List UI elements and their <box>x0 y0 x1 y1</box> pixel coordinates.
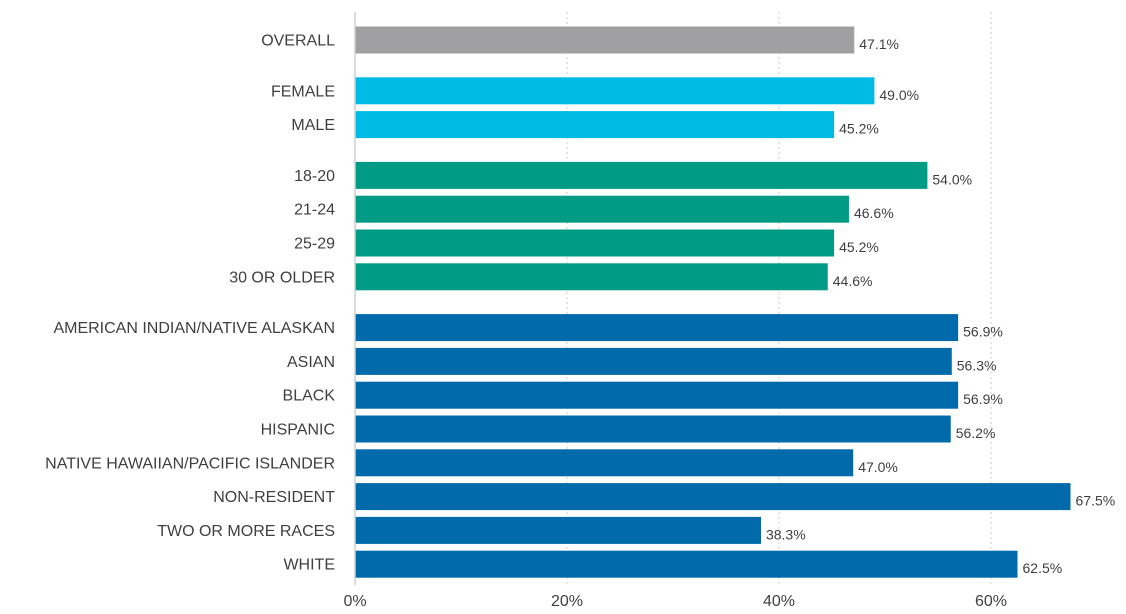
category-label: 30 OR OLDER <box>229 269 335 286</box>
bar <box>355 449 854 477</box>
data-label: 46.6% <box>854 205 894 221</box>
data-label: 47.0% <box>858 459 898 475</box>
category-label: 21-24 <box>294 202 335 219</box>
category-label: NATIVE HAWAIIAN/PACIFIC ISLANDER <box>45 455 335 472</box>
bar <box>355 483 1071 511</box>
category-label: OVERALL <box>261 33 335 50</box>
category-label: HISPANIC <box>261 422 335 439</box>
category-label: TWO OR MORE RACES <box>157 523 335 540</box>
data-label: 47.1% <box>859 36 899 52</box>
bar <box>355 263 828 291</box>
bar <box>355 415 951 443</box>
data-label: 56.2% <box>956 425 996 441</box>
data-label: 56.9% <box>963 324 1003 340</box>
data-label: 44.6% <box>833 273 873 289</box>
category-label: AMERICAN INDIAN/NATIVE ALASKAN <box>53 320 335 337</box>
bar <box>355 111 835 139</box>
data-label: 56.9% <box>963 391 1003 407</box>
labels: OVERALL 47.1% FEMALE 49.0% MALE 45.2% 18-20 54.… <box>45 33 1115 577</box>
x-axis-ticks: 0% 20% 40% 60% <box>343 593 1007 610</box>
data-label: 45.2% <box>839 121 879 137</box>
data-label: 54.0% <box>932 171 972 187</box>
bar <box>355 516 761 544</box>
data-label: 38.3% <box>766 526 806 542</box>
bar <box>355 77 875 105</box>
data-label: 56.3% <box>957 357 997 373</box>
data-label: 49.0% <box>879 87 919 103</box>
category-label: FEMALE <box>271 83 335 100</box>
x-tick-label: 60% <box>975 593 1007 610</box>
bar <box>355 26 855 54</box>
bar <box>355 347 952 375</box>
category-label: 25-29 <box>294 236 335 253</box>
category-label: NON-RESIDENT <box>213 489 335 506</box>
bar <box>355 381 959 409</box>
category-label: BLACK <box>283 388 336 405</box>
bar <box>355 161 928 189</box>
bar <box>355 195 849 223</box>
data-label: 45.2% <box>839 239 879 255</box>
gridlines <box>566 12 992 585</box>
category-label: 18-20 <box>294 168 335 185</box>
category-label: MALE <box>291 117 335 134</box>
bar <box>355 314 959 342</box>
x-tick-label: 40% <box>763 593 795 610</box>
data-label: 62.5% <box>1023 560 1063 576</box>
bar <box>355 229 835 257</box>
x-tick-label: 0% <box>343 593 366 610</box>
category-label: ASIAN <box>287 354 335 371</box>
bar <box>355 550 1018 578</box>
data-label: 67.5% <box>1076 493 1116 509</box>
x-tick-label: 20% <box>551 593 583 610</box>
category-label: WHITE <box>283 557 335 574</box>
bars <box>355 26 1071 578</box>
